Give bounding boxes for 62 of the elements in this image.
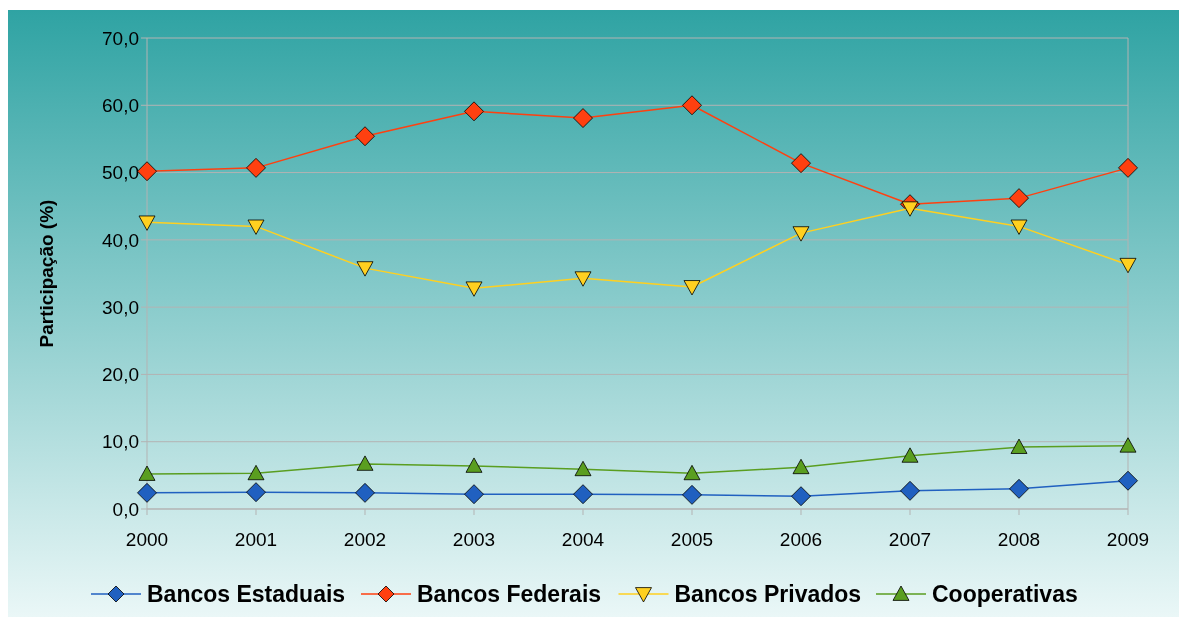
point [792, 458, 810, 475]
point [356, 261, 374, 277]
x-tick-label: 2000 [125, 529, 169, 550]
x-tick-label: 2006 [779, 529, 823, 550]
point [1009, 188, 1029, 209]
x-tick-label: 2005 [670, 529, 714, 550]
x-tick-label: 2009 [1106, 529, 1150, 550]
x-tick-label: 2008 [997, 529, 1041, 550]
y-tick-label: 50,0 [102, 162, 139, 184]
legend-label: Bancos Federais [417, 581, 602, 608]
point [137, 482, 157, 503]
point [464, 101, 484, 122]
point [791, 486, 811, 507]
point [138, 465, 156, 481]
y-tick-label: 70,0 [102, 27, 139, 49]
x-tick-label: 2001 [234, 529, 278, 550]
legend-label: Bancos Estaduais [147, 581, 346, 608]
y-tick-label: 10,0 [102, 431, 139, 453]
x-tick-label: 2003 [452, 529, 496, 550]
y-tick-label: 30,0 [102, 296, 139, 318]
y-tick-label: 20,0 [102, 364, 139, 386]
point [574, 460, 592, 477]
y-axis-title: Participação (%) [36, 199, 57, 348]
point [247, 464, 265, 481]
point [465, 457, 483, 473]
point [464, 484, 484, 505]
legend-label: Bancos Privados [674, 581, 862, 608]
point [1010, 438, 1028, 454]
point [1009, 478, 1029, 499]
y-tick-label: 60,0 [102, 94, 139, 116]
point [573, 484, 593, 505]
point [355, 126, 375, 147]
y-tick-label: 0,0 [112, 498, 139, 520]
point [792, 226, 810, 242]
point [1118, 157, 1138, 178]
point [1119, 437, 1137, 453]
point [355, 482, 375, 503]
point [683, 464, 701, 481]
point [901, 201, 919, 217]
x-tick-label: 2002 [343, 529, 387, 550]
x-tick-label: 2007 [888, 529, 932, 550]
point [682, 484, 702, 505]
point [246, 482, 266, 503]
point [247, 219, 265, 235]
point [573, 108, 593, 128]
point [356, 455, 374, 471]
x-tick-label: 2004 [561, 529, 605, 550]
point [682, 95, 702, 116]
point [1010, 219, 1028, 235]
point [683, 280, 701, 296]
point [791, 153, 811, 174]
point [465, 281, 483, 297]
point [1118, 470, 1138, 491]
y-tick-label: 40,0 [102, 229, 139, 251]
point [901, 447, 919, 463]
legend-label: Cooperativas [932, 581, 1078, 608]
point [138, 215, 156, 231]
point [137, 161, 157, 182]
point [1119, 257, 1137, 274]
point [574, 271, 592, 287]
point [246, 157, 266, 178]
point [900, 480, 920, 501]
